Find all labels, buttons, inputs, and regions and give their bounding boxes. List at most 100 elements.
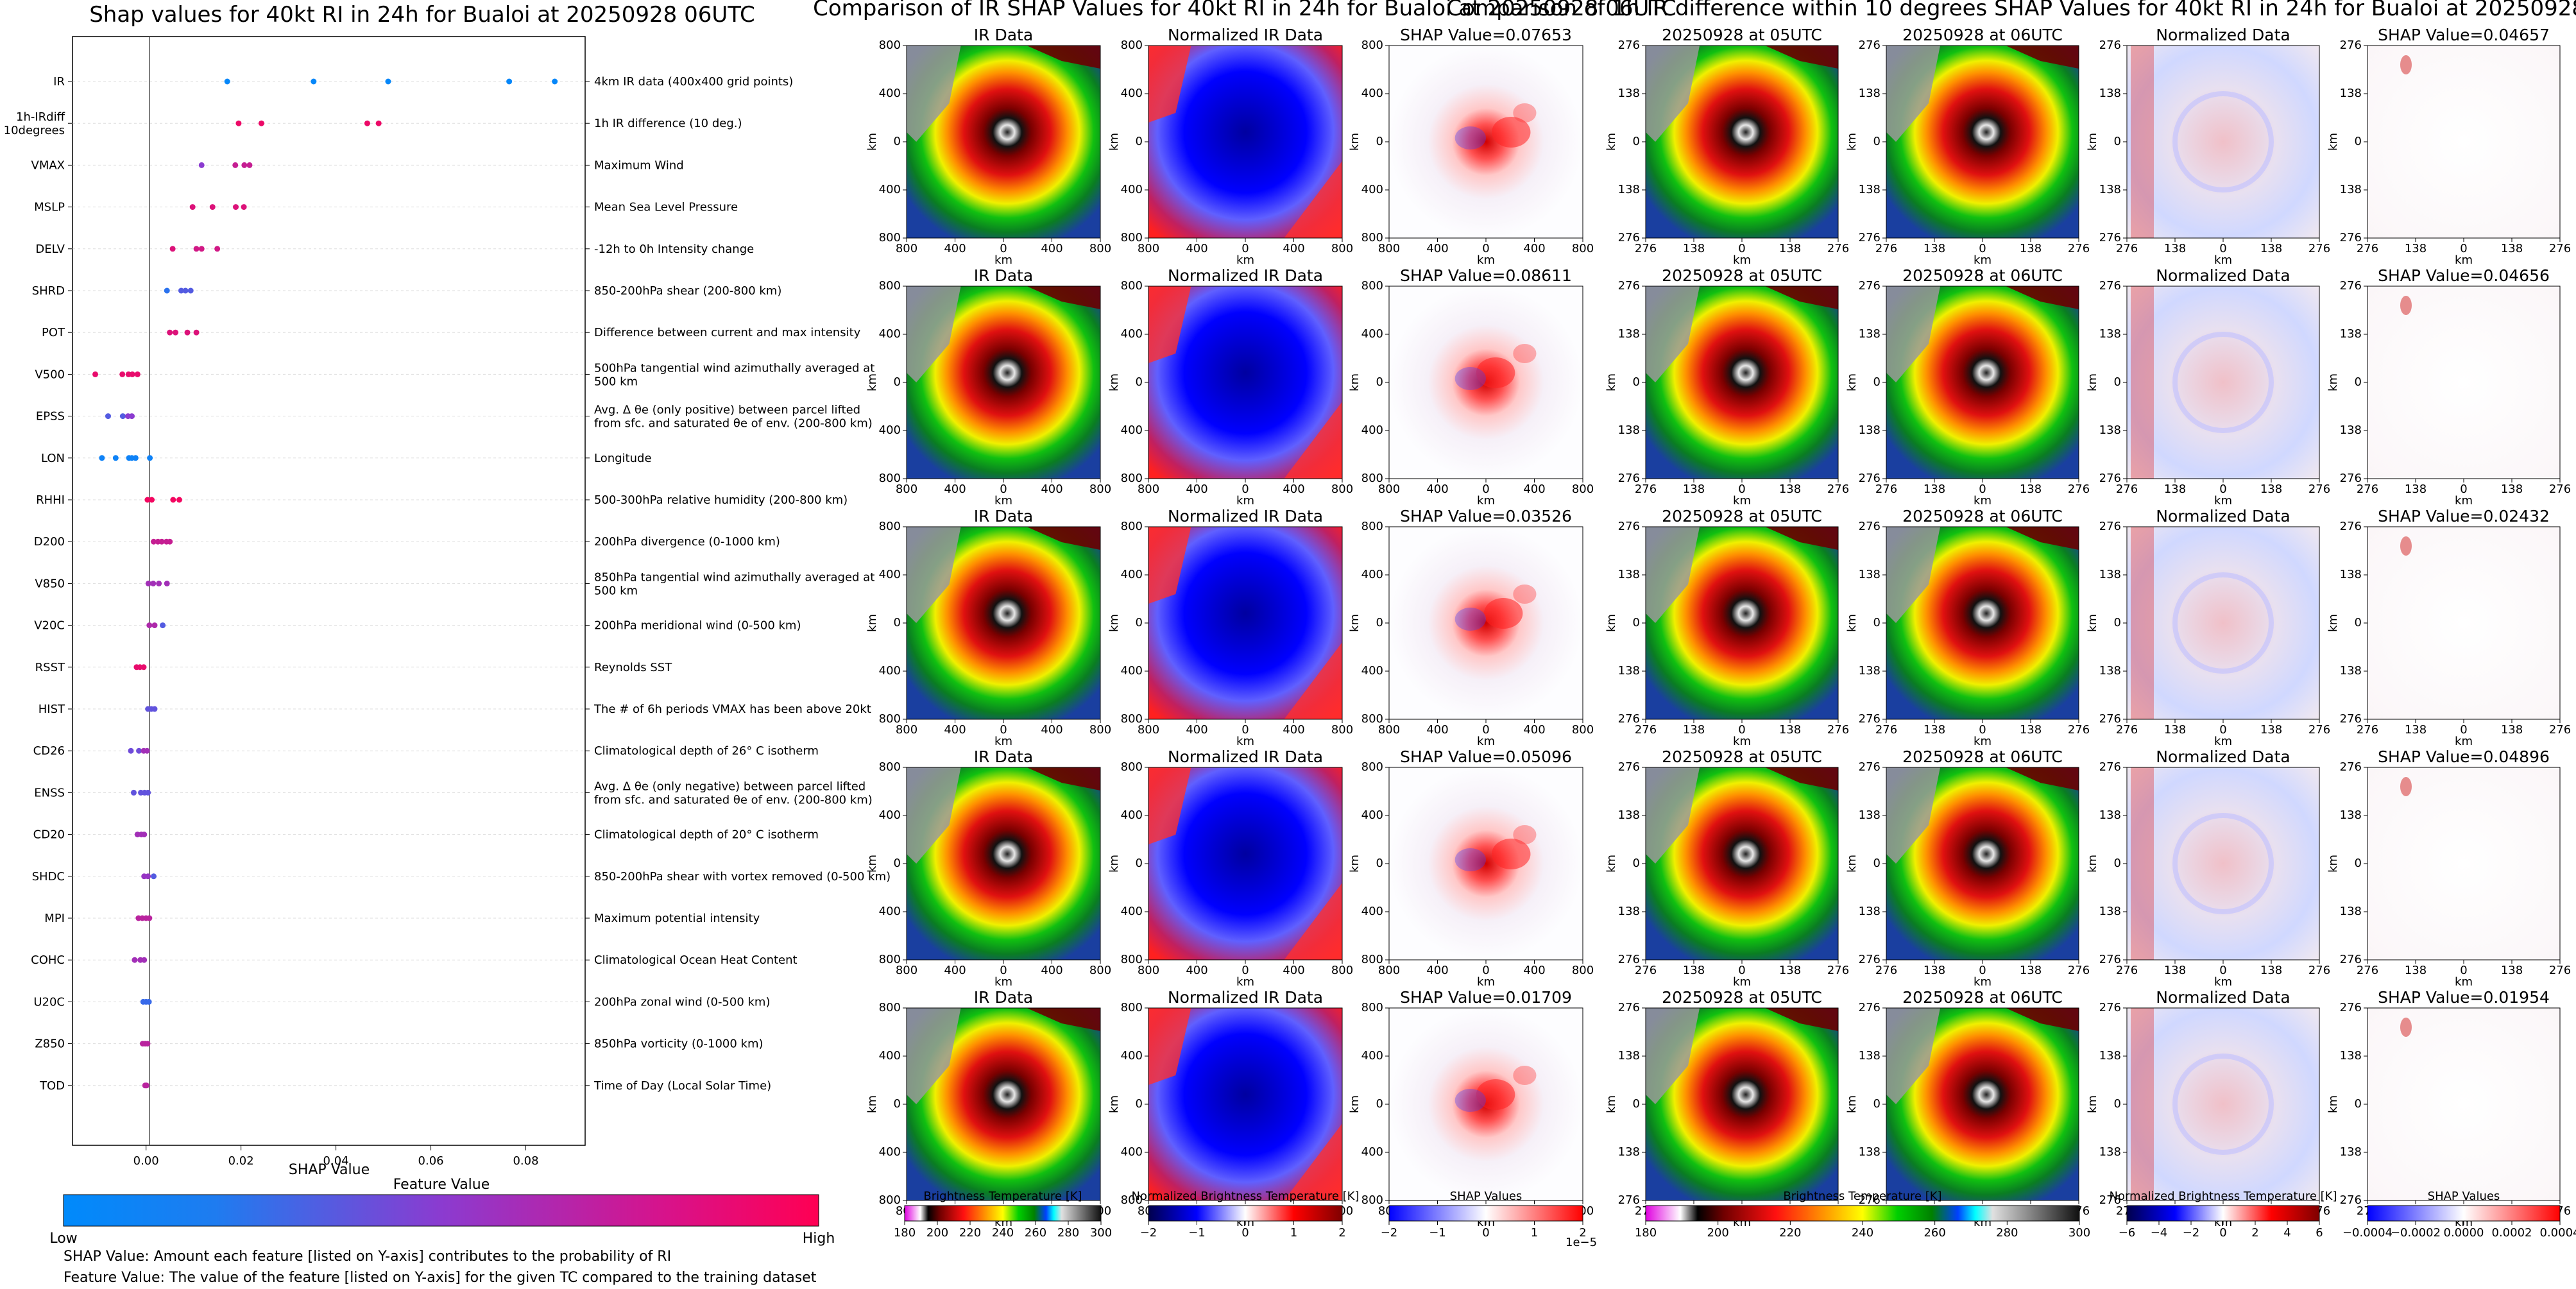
y-tick-label: 0 — [2355, 857, 2362, 870]
x-tick-label: 0 — [2219, 964, 2226, 977]
x-tick-label: 800 — [1572, 964, 1594, 977]
x-tick-label: 800 — [1089, 964, 1111, 977]
y-tick-label: 0 — [1873, 375, 1881, 389]
x-tick-label: 276 — [2549, 964, 2571, 977]
y-tick-label: 276 — [2099, 712, 2121, 726]
y-axis-label: km — [1107, 133, 1121, 151]
x-tick-label: 138 — [1779, 964, 1801, 977]
shap-point — [182, 287, 189, 294]
x-tick-label: 276 — [1827, 723, 1849, 737]
y-tick-label: 276 — [2099, 472, 2121, 485]
colorbar-tick-label: 1 — [1531, 1226, 1538, 1240]
x-tick-label: 138 — [2020, 482, 2042, 496]
shap-point — [232, 162, 239, 168]
y-tick-label: 0 — [2355, 616, 2362, 629]
subplot-title: SHAP Value=0.03526 — [1400, 507, 1572, 525]
y-tick-label: 276 — [2099, 38, 2121, 52]
y-tick-label: 400 — [1361, 423, 1383, 437]
x-tick-label: 400 — [1523, 964, 1545, 977]
y-tick-label: 800 — [1121, 231, 1143, 244]
shap-point — [385, 78, 391, 85]
x-tick-label: 400 — [1041, 964, 1062, 977]
y-tick-label: 0 — [894, 375, 901, 389]
x-axis-label: km — [2455, 975, 2473, 989]
shap-point — [224, 78, 230, 85]
x-tick-label: 276 — [2357, 242, 2378, 255]
y-tick-label: 276 — [1618, 1001, 1640, 1014]
x-tick-label: 138 — [2501, 723, 2523, 737]
shap-point — [189, 204, 196, 210]
y-tick-label: 800 — [1121, 760, 1143, 774]
x-tick-label: 138 — [2260, 964, 2282, 977]
x-tick-label: 0 — [1738, 482, 1745, 496]
x-axis-label: km — [1733, 975, 1751, 989]
y-tick-label: 0 — [1376, 616, 1383, 629]
subplot-title: SHAP Value=0.01709 — [1400, 988, 1572, 1007]
y-axis-label: km — [2086, 614, 2099, 632]
x-tick-label: 138 — [2260, 242, 2282, 255]
y-tick-label: 276 — [2099, 520, 2121, 533]
y-tick-label: 400 — [1121, 905, 1143, 918]
y-tick-label: 276 — [2340, 712, 2362, 726]
diff-bt-colorbar — [1645, 1205, 2080, 1222]
y-tick-label: 400 — [879, 87, 901, 100]
colorbar-tick-label: 4 — [2283, 1226, 2290, 1240]
map-image-diff — [1645, 767, 1839, 960]
shap-point — [146, 998, 152, 1005]
feature-description: 850hPa vorticity (0-1000 km) — [594, 1037, 763, 1051]
feature-name: CD20 — [33, 828, 65, 842]
feature-description: 200hPa zonal wind (0-500 km) — [594, 995, 771, 1009]
ir-shap-colorbar-label: SHAP Values — [1450, 1190, 1523, 1203]
y-tick-label: 276 — [2340, 520, 2362, 533]
x-tick-label: 0 — [1979, 964, 1986, 977]
x-axis-label: km — [1236, 494, 1254, 508]
y-tick-label: 400 — [1121, 1145, 1143, 1159]
colorbar-tick-label: 0 — [2219, 1226, 2226, 1240]
x-tick-label: 276 — [2549, 242, 2571, 255]
y-tick-label: 276 — [2340, 472, 2362, 485]
x-tick-label: 0 — [1482, 242, 1489, 255]
x-tick-label: 276 — [1875, 723, 1897, 737]
colorbar-tick-label: −2 — [2183, 1226, 2200, 1240]
map-image-normdiff — [2126, 286, 2320, 479]
colorbar-tick-label: 240 — [992, 1226, 1014, 1240]
x-tick-label: 138 — [2020, 723, 2042, 737]
subplot-title: 20250928 at 06UTC — [1902, 26, 2063, 44]
diff-image-grid: 20250928 at 05UTC 276 276 138 138 0 0 138 138 276… — [1605, 26, 2571, 1229]
feature-description: 200hPa meridional wind (0-500 km) — [594, 619, 801, 633]
x-tick-label: 800 — [1089, 482, 1111, 496]
x-tick-label: 138 — [2020, 964, 2042, 977]
x-tick-label: 0 — [1241, 482, 1249, 496]
x-tick-label: 276 — [1635, 723, 1657, 737]
x-tick-label: 0 — [1000, 964, 1007, 977]
map-image-ir — [906, 526, 1101, 720]
x-axis-label: km — [2214, 975, 2232, 989]
x-tick-label: 800 — [1089, 242, 1111, 255]
y-tick-label: 400 — [1361, 327, 1383, 341]
x-tick-label: 400 — [1186, 242, 1207, 255]
x-tick-label: 0.08 — [513, 1154, 538, 1168]
y-tick-label: 0 — [2355, 1097, 2362, 1111]
shap-point — [311, 78, 317, 85]
colorbar-tick-label: 0.0004 — [2540, 1226, 2576, 1240]
y-tick-label: 138 — [2340, 327, 2362, 341]
beeswarm-axes — [72, 36, 586, 1146]
beeswarm-features: IR 4km IR data (400x400 grid points) 1h-IR… — [4, 75, 891, 1093]
diff-bt-colorbar-label: Brightness Temperature [K] — [1783, 1190, 1941, 1203]
shap-point — [160, 622, 166, 629]
x-tick-label: 276 — [2357, 482, 2378, 496]
x-tick-label: 138 — [1923, 723, 1945, 737]
map-image-ir — [906, 1007, 1101, 1201]
feature-name: POT — [42, 326, 65, 339]
x-tick-label: 276 — [2068, 482, 2090, 496]
y-tick-label: 400 — [879, 327, 901, 341]
y-tick-label: 138 — [1618, 568, 1640, 581]
